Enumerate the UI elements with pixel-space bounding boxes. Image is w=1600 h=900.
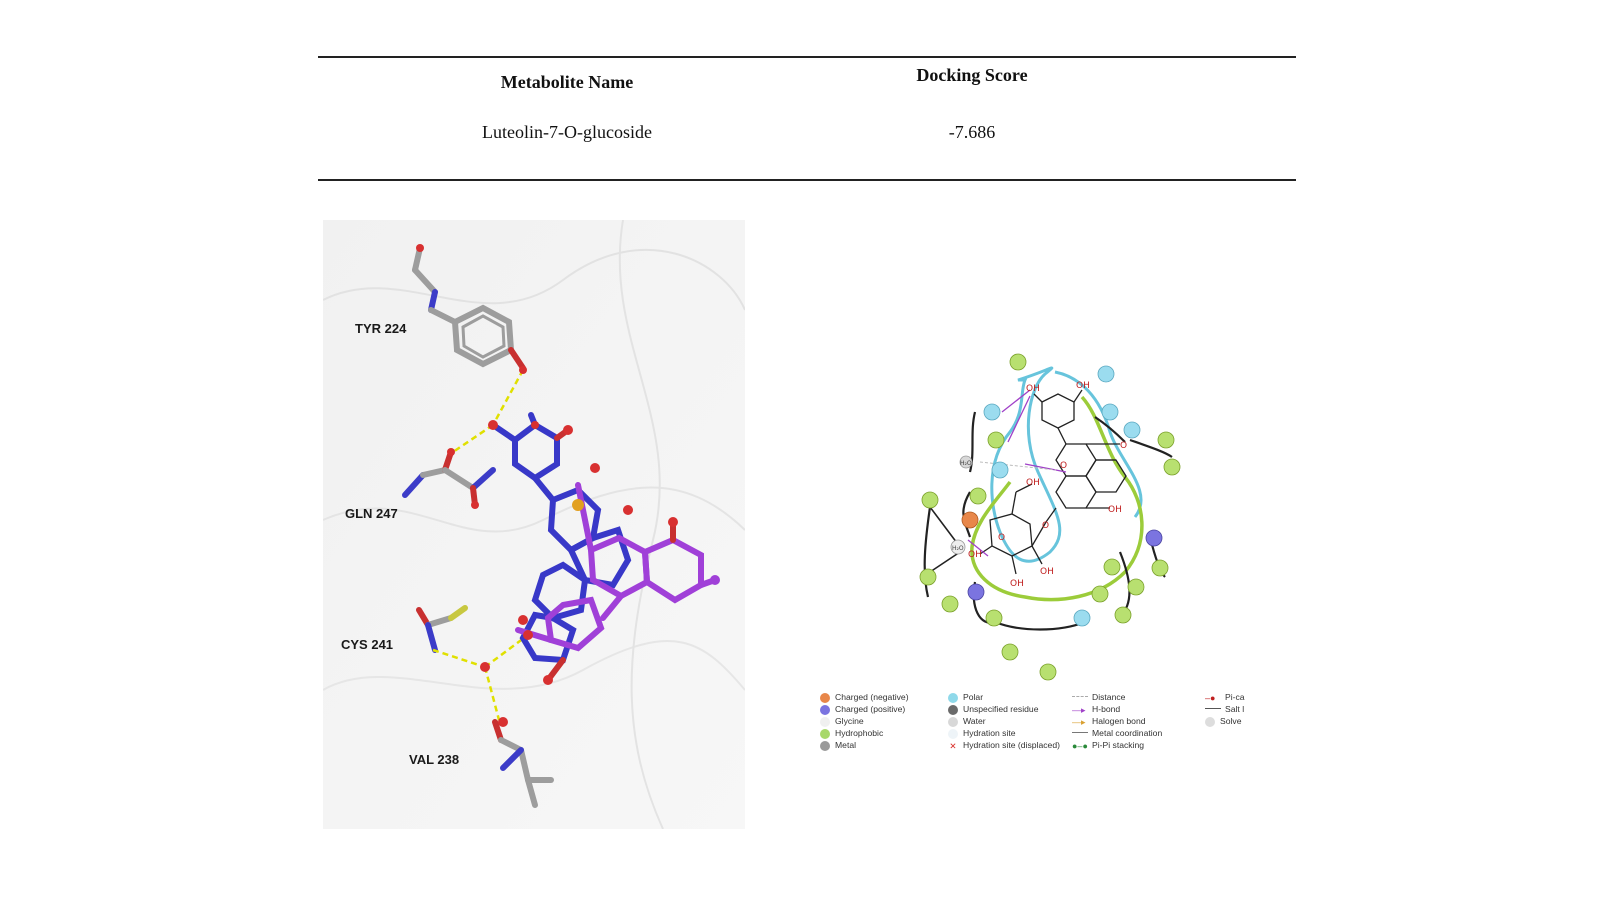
o-ring: O: [1060, 461, 1067, 471]
pocket-outline-polar: [990, 366, 1143, 563]
cys241-residue: [416, 605, 468, 653]
legend-water: Water: [948, 716, 986, 727]
label-gln247: GLN 247: [345, 506, 398, 521]
water-2: H₂O: [952, 545, 964, 552]
legend-salt-bridge: Salt l: [1205, 704, 1244, 714]
residue-discs: [919, 353, 1181, 681]
header-docking-score: Docking Score: [916, 65, 1028, 85]
legend-line: ●–●: [1072, 740, 1088, 751]
legend-charged-positive: Charged (positive): [820, 704, 905, 715]
legend-line: –●: [1205, 692, 1216, 703]
label-val238: VAL 238: [409, 752, 460, 767]
legend-arrow-icon: —▸: [1072, 716, 1086, 727]
substituent-labels: OH OH O O OH O OH OH OH OH O: [968, 381, 1127, 589]
ligand-skeleton: [979, 389, 1127, 575]
legend-charged-negative: Charged (negative): [820, 692, 909, 703]
legend-glycine: Glycine: [820, 716, 864, 727]
legend-arrow-icon: —▸: [1072, 704, 1086, 715]
ligand-atoms: [416, 244, 720, 727]
hbond-lines: [432, 369, 529, 721]
legend-halogen: —▸ Halogen bond: [1072, 716, 1146, 727]
oh-2: OH: [1076, 381, 1090, 391]
legend-distance: Distance: [1072, 692, 1125, 702]
oh-1: OH: [1026, 384, 1040, 394]
legend-line: [1072, 732, 1088, 734]
legend-swatch: [820, 704, 830, 715]
legend-swatch: [820, 728, 830, 739]
legend-swatch: [948, 692, 958, 703]
docking-pose-svg: [322, 219, 746, 830]
oh-sugar-6: OH: [1026, 478, 1040, 488]
oh-5: OH: [1108, 505, 1122, 515]
cell-docking-score: -7.686: [948, 122, 996, 142]
o-sugar-ring: O: [998, 533, 1005, 543]
interaction-svg: OH OH O O OH O OH OH OH OH O: [919, 353, 1181, 681]
water-labels: H₂O H₂O: [952, 460, 972, 552]
label-cys241: CYS 241: [341, 637, 394, 652]
ligand-pose-purple: [515, 482, 718, 652]
pocket-outline-hydrophobic: [970, 395, 1144, 602]
label-tyr224: TYR 224: [355, 321, 407, 336]
legend-swatch: [1205, 716, 1215, 727]
o-ketone: O: [1120, 441, 1127, 451]
legend-swatch: [820, 692, 830, 703]
legend-polar: Polar: [948, 692, 983, 703]
legend-swatch: [948, 704, 958, 715]
legend-swatch: [820, 716, 830, 727]
legend-pi-cation: –● Pi-ca: [1205, 692, 1245, 703]
table-top-rule: [318, 56, 1296, 58]
header-metabolite-name: Metabolite Name: [500, 72, 634, 92]
cell-metabolite: Luteolin-7-O-glucoside: [482, 122, 652, 142]
docking-pose-3d: TYR 224 GLN 247 CYS 241 VAL 238: [322, 219, 746, 830]
oh-sugar-3: OH: [1010, 579, 1024, 589]
legend-line: [1205, 708, 1221, 710]
legend-swatch: [820, 740, 830, 751]
table-bottom-rule: [318, 179, 1296, 181]
val238-residue: [492, 719, 554, 808]
legend-cross-icon: ✕: [949, 740, 957, 751]
legend-swatch: [948, 716, 958, 727]
legend-metal-coordination: Metal coordination: [1072, 728, 1162, 738]
legend-swatch: [948, 728, 958, 739]
legend-metal: Metal: [820, 740, 856, 751]
legend-pi-pi: ●–● Pi-Pi stacking: [1072, 740, 1145, 751]
water-1: H₂O: [960, 460, 972, 467]
legend-hbond: —▸ H-bond: [1072, 704, 1121, 715]
oh-sugar-2: OH: [1040, 567, 1054, 577]
ligand-interaction-2d: OH OH O O OH O OH OH OH OH O: [820, 342, 1280, 782]
legend-hydration-displaced: ✕ Hydration site (displaced): [949, 740, 1060, 751]
oh-sugar-4: OH: [968, 550, 982, 560]
legend-solvent: Solve: [1205, 716, 1242, 727]
o-glyco: O: [1042, 521, 1049, 531]
hbond-arrows: [967, 389, 1067, 557]
legend-unspecified: Unspecified residue: [948, 704, 1038, 715]
legend-hydration-site: Hydration site: [948, 728, 1016, 739]
legend: Charged (negative) Charged (positive) Gl…: [820, 692, 1280, 762]
legend-hydrophobic: Hydrophobic: [820, 728, 883, 739]
legend-line: [1072, 696, 1088, 698]
